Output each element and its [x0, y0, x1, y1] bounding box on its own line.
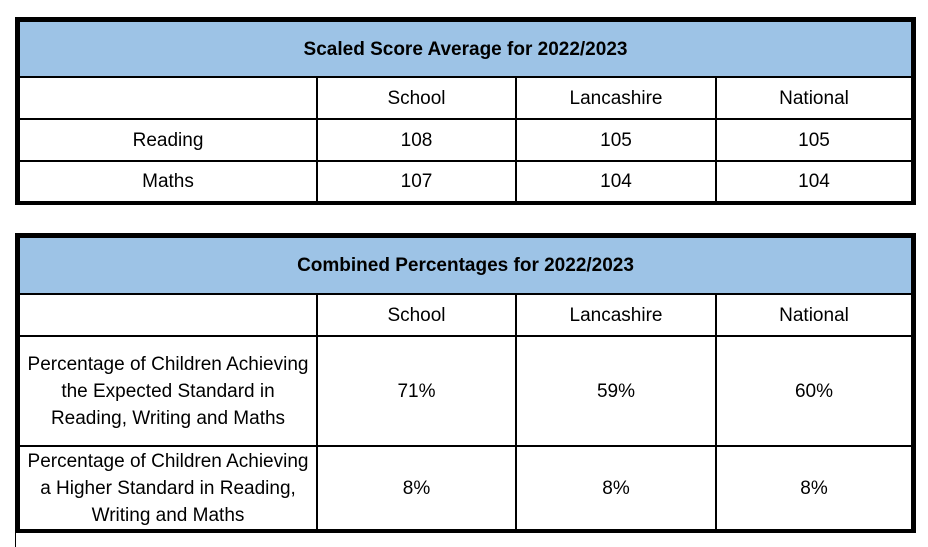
- scaled-score-table: Scaled Score Average for 2022/2023 Schoo…: [15, 17, 916, 205]
- cell-national: 104: [715, 160, 911, 201]
- header-cell-empty: [20, 293, 318, 337]
- table-title: Scaled Score Average for 2022/2023: [20, 22, 911, 78]
- row-label: Maths: [20, 160, 318, 201]
- table-row: Percentage of Children Achieving the Exp…: [20, 335, 911, 447]
- row-label: Percentage of Children Achieving the Exp…: [20, 335, 318, 447]
- cell-lancashire: 104: [515, 160, 717, 201]
- cell-school: 71%: [316, 335, 517, 447]
- table-header-row: School Lancashire National: [20, 293, 911, 337]
- header-cell-lancashire: Lancashire: [515, 76, 717, 120]
- cell-national: 8%: [715, 445, 911, 529]
- combined-percentages-table: Combined Percentages for 2022/2023 Schoo…: [15, 233, 916, 533]
- header-cell-empty: [20, 76, 318, 120]
- cell-school: 107: [316, 160, 517, 201]
- row-label: Percentage of Children Achieving a Highe…: [20, 445, 318, 529]
- header-cell-school: School: [316, 293, 517, 337]
- header-cell-national: National: [715, 76, 911, 120]
- header-cell-school: School: [316, 76, 517, 120]
- table-header-row: School Lancashire National: [20, 76, 911, 120]
- page-edge-rule: [15, 533, 16, 547]
- table-title: Combined Percentages for 2022/2023: [20, 238, 911, 295]
- cell-national: 105: [715, 118, 911, 162]
- table-row: Percentage of Children Achieving a Highe…: [20, 445, 911, 529]
- table-row: Reading 108 105 105: [20, 118, 911, 162]
- cell-school: 108: [316, 118, 517, 162]
- cell-lancashire: 59%: [515, 335, 717, 447]
- header-cell-national: National: [715, 293, 911, 337]
- cell-lancashire: 105: [515, 118, 717, 162]
- table-row: Maths 107 104 104: [20, 160, 911, 201]
- cell-lancashire: 8%: [515, 445, 717, 529]
- row-label: Reading: [20, 118, 318, 162]
- cell-school: 8%: [316, 445, 517, 529]
- header-cell-lancashire: Lancashire: [515, 293, 717, 337]
- cell-national: 60%: [715, 335, 911, 447]
